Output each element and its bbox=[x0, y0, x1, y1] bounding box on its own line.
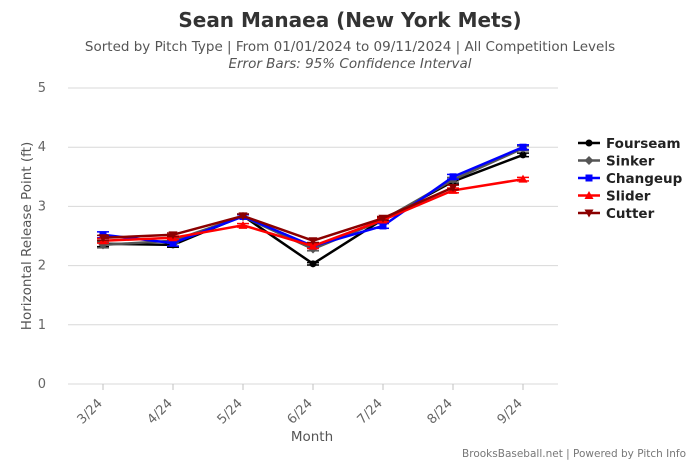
y-axis-title: Horizontal Release Point (ft) bbox=[19, 142, 35, 330]
data-point bbox=[308, 237, 318, 246]
data-point bbox=[449, 173, 457, 181]
chart-title: Sean Manaea (New York Mets) bbox=[178, 8, 521, 32]
y-tick-label: 2 bbox=[38, 259, 46, 274]
x-axis-title: Month bbox=[291, 429, 333, 445]
x-tick-label: 5/24 bbox=[215, 396, 246, 427]
y-axis-ticks: 0 1 2 3 4 5 bbox=[38, 81, 46, 392]
legend-item-cutter: Cutter bbox=[578, 206, 655, 222]
data-point bbox=[379, 222, 387, 230]
data-point bbox=[238, 220, 248, 229]
credit-text: BrooksBaseball.net | Powered by Pitch In… bbox=[462, 448, 686, 460]
legend-label: Changeup bbox=[606, 171, 683, 187]
data-point bbox=[168, 231, 178, 240]
legend-item-slider: Slider bbox=[578, 189, 651, 205]
legend-swatch-marker bbox=[584, 209, 594, 218]
legend-label: Slider bbox=[606, 189, 651, 205]
x-tick-label: 4/24 bbox=[145, 396, 176, 427]
chart-subtitle-2: Error Bars: 95% Confidence Interval bbox=[228, 56, 471, 72]
x-tick-label: 7/24 bbox=[355, 396, 386, 427]
data-point bbox=[98, 234, 108, 243]
legend-item-sinker: Sinker bbox=[578, 154, 655, 170]
legend-label: Fourseam bbox=[606, 136, 681, 152]
legend-swatch-marker bbox=[585, 139, 593, 147]
data-point bbox=[519, 151, 527, 159]
y-tick-label: 0 bbox=[38, 377, 46, 392]
y-tick-label: 4 bbox=[38, 140, 46, 155]
data-point bbox=[169, 239, 177, 247]
data-point bbox=[238, 212, 248, 221]
chart-subtitle: Sorted by Pitch Type | From 01/01/2024 t… bbox=[85, 39, 615, 55]
series-layer bbox=[97, 143, 529, 268]
series-cutter bbox=[97, 183, 459, 246]
data-point bbox=[519, 143, 527, 151]
y-tick-label: 1 bbox=[38, 318, 46, 333]
series-changeup bbox=[97, 143, 529, 250]
x-tick-label: 8/24 bbox=[425, 396, 456, 427]
legend-label: Cutter bbox=[606, 206, 655, 222]
data-point bbox=[308, 241, 318, 250]
data-point bbox=[448, 183, 458, 192]
data-point bbox=[309, 260, 317, 268]
y-tick-label: 3 bbox=[38, 199, 46, 214]
x-axis-ticks: 3/24 4/24 5/24 6/24 7/24 8/24 9/24 bbox=[75, 384, 526, 427]
legend-item-fourseam: Fourseam bbox=[578, 136, 681, 152]
data-point bbox=[518, 174, 528, 183]
legend-swatch-marker bbox=[584, 156, 594, 165]
data-point bbox=[378, 214, 388, 223]
y-tick-label: 5 bbox=[38, 81, 46, 96]
series-line bbox=[102, 186, 454, 243]
legend-swatch-marker bbox=[585, 174, 593, 182]
legend-label: Sinker bbox=[606, 154, 655, 170]
x-tick-label: 9/24 bbox=[495, 396, 526, 427]
x-tick-label: 6/24 bbox=[285, 396, 316, 427]
legend-item-changeup: Changeup bbox=[578, 171, 683, 187]
legend-swatch-marker bbox=[584, 191, 594, 199]
series-line bbox=[102, 146, 524, 248]
x-tick-label: 3/24 bbox=[75, 396, 106, 427]
